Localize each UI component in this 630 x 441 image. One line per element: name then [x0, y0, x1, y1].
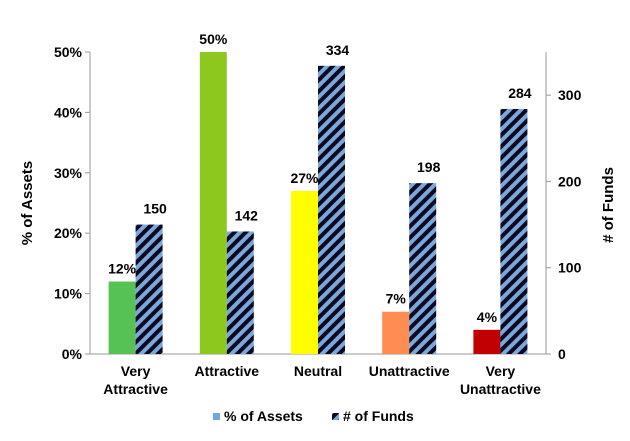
legend-swatch-funds — [332, 413, 339, 420]
left-tick-label: 0% — [62, 346, 83, 362]
category-label: Attractive — [195, 363, 260, 379]
right-tick-labels: 0 100 200 300 — [546, 87, 582, 362]
data-label-funds: 150 — [143, 201, 167, 217]
left-tick-label: 50% — [54, 44, 83, 60]
right-axis: 0 100 200 300 # of Funds — [545, 52, 617, 362]
right-tick-label: 200 — [558, 173, 582, 189]
plot-area: 12% 150 50% 142 27% 334 7% 198 4% 284 — [108, 31, 532, 354]
left-axis: 0% 10% 20% 30% 40% 50% % of Assets — [19, 44, 91, 362]
left-tick-label: 40% — [54, 104, 83, 120]
bar-funds — [318, 65, 345, 354]
right-axis-title: # of Funds — [600, 167, 617, 243]
bar-funds — [409, 183, 437, 354]
bar-assets — [382, 311, 410, 354]
bar-funds — [500, 108, 528, 354]
category-label: Neutral — [294, 363, 342, 379]
bar-assets — [473, 329, 501, 354]
category-label: Very Unattractive — [460, 363, 541, 397]
data-label-assets: 12% — [108, 261, 137, 277]
data-label-funds: 334 — [326, 42, 350, 58]
legend-swatch-assets — [213, 413, 220, 420]
right-tick-label: 300 — [558, 87, 582, 103]
data-label-assets: 4% — [477, 309, 498, 325]
data-label-assets: 50% — [199, 31, 228, 47]
data-label-funds: 284 — [508, 85, 532, 101]
legend: % of Assets # of Funds — [213, 408, 414, 424]
data-label-assets: 27% — [290, 170, 319, 186]
bar-assets — [108, 281, 136, 354]
data-label-assets: 7% — [386, 291, 407, 307]
bar-assets — [291, 190, 318, 354]
bar-funds — [226, 231, 254, 354]
category-labels: Very Attractive Attractive Neutral Unattract… — [103, 363, 541, 397]
category-label: Unattractive — [369, 363, 450, 379]
left-tick-labels: 0% 10% 20% 30% 40% 50% — [54, 44, 90, 362]
left-tick-label: 10% — [54, 286, 83, 302]
bar-assets — [199, 52, 227, 354]
left-tick-label: 30% — [54, 165, 83, 181]
category-label: Very Attractive — [103, 363, 168, 397]
left-axis-title: % of Assets — [19, 161, 36, 245]
legend-label-funds: # of Funds — [343, 408, 414, 424]
bar-funds — [135, 224, 163, 354]
left-tick-label: 20% — [54, 225, 83, 241]
data-label-funds: 142 — [235, 207, 259, 223]
right-tick-label: 100 — [558, 260, 582, 276]
data-label-funds: 198 — [417, 159, 441, 175]
right-tick-label: 0 — [558, 346, 566, 362]
legend-label-assets: % of Assets — [224, 408, 303, 424]
